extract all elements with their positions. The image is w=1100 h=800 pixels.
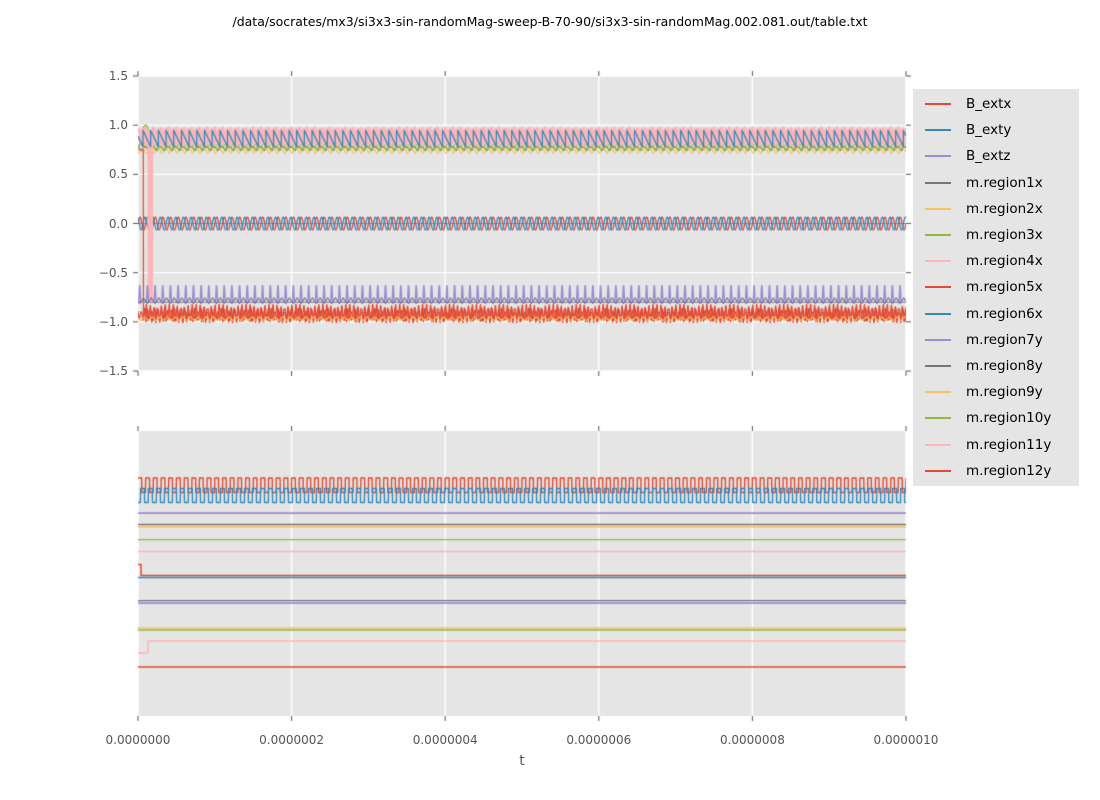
- legend-line-swatch: [925, 155, 951, 158]
- legend-line-swatch: [925, 234, 951, 237]
- legend-line-swatch: [925, 443, 951, 446]
- x-tick-label: 0.0000002: [259, 733, 325, 747]
- legend-entry: B_extz: [913, 144, 1079, 169]
- legend-label: m.region9y: [966, 384, 1043, 401]
- legend-label: m.region12y: [966, 462, 1052, 479]
- legend-entry: m.region12y: [913, 458, 1079, 483]
- y-tick-label: −0.5: [98, 265, 128, 280]
- legend-entry: m.region11y: [913, 432, 1079, 457]
- legend-line-swatch: [925, 181, 951, 184]
- legend-entry: m.region6x: [913, 301, 1079, 326]
- legend-label: B_exty: [966, 122, 1012, 139]
- legend-line-swatch: [925, 103, 951, 106]
- figure-title: /data/socrates/mx3/si3x3-sin-randomMag-s…: [232, 14, 868, 29]
- legend-label: B_extx: [966, 96, 1012, 113]
- legend: B_extx B_exty B_extz m.region1x m.region2x m.…: [913, 89, 1079, 486]
- legend-line-swatch: [925, 391, 951, 394]
- legend-label: m.region8y: [966, 357, 1043, 374]
- legend-entry: B_extx: [913, 92, 1079, 117]
- y-tick-label: 1.0: [108, 118, 128, 133]
- legend-line-swatch: [925, 207, 951, 210]
- legend-entry: m.region1x: [913, 170, 1079, 195]
- legend-label: m.region7y: [966, 331, 1043, 348]
- legend-line-swatch: [925, 469, 951, 472]
- legend-entry: m.region5x: [913, 275, 1079, 300]
- x-axis-label: t: [519, 753, 525, 769]
- legend-entry: m.region9y: [913, 380, 1079, 405]
- y-tick-label: 1.5: [108, 69, 128, 83]
- legend-label: m.region11y: [966, 436, 1052, 453]
- legend-entry: B_exty: [913, 118, 1079, 143]
- legend-label: m.region10y: [966, 410, 1052, 427]
- legend-entry: m.region4x: [913, 249, 1079, 274]
- x-tick-label: 0.0000008: [719, 733, 785, 747]
- legend-line-swatch: [925, 364, 951, 367]
- legend-label: m.region4x: [966, 253, 1043, 270]
- legend-label: B_extz: [966, 148, 1011, 165]
- y-tick-label: 0.0: [108, 216, 128, 231]
- legend-line-swatch: [925, 312, 951, 315]
- legend-label: m.region1x: [966, 174, 1043, 191]
- legend-label: m.region2x: [966, 200, 1043, 217]
- legend-line-swatch: [925, 260, 951, 263]
- x-tick-label: 0.0000010: [873, 733, 939, 747]
- legend-label: m.region3x: [966, 227, 1043, 244]
- legend-entry: m.region3x: [913, 223, 1079, 248]
- y-tick-label: 0.5: [108, 167, 128, 182]
- legend-entry: m.region7y: [913, 327, 1079, 352]
- x-tick-label: 0.0000004: [412, 733, 478, 747]
- legend-line-swatch: [925, 129, 951, 132]
- legend-line-swatch: [925, 417, 951, 420]
- legend-label: m.region5x: [966, 279, 1043, 296]
- legend-label: m.region6x: [966, 305, 1043, 322]
- x-tick-label: 0.0000000: [105, 733, 171, 747]
- legend-entry: m.region10y: [913, 406, 1079, 431]
- x-tick-label: 0.0000006: [566, 733, 632, 747]
- legend-entry: m.region2x: [913, 196, 1079, 221]
- legend-entry: m.region8y: [913, 353, 1079, 378]
- y-tick-label: −1.5: [98, 364, 128, 378]
- y-tick-label: −1.0: [98, 314, 128, 329]
- legend-line-swatch: [925, 338, 951, 341]
- legend-line-swatch: [925, 286, 951, 289]
